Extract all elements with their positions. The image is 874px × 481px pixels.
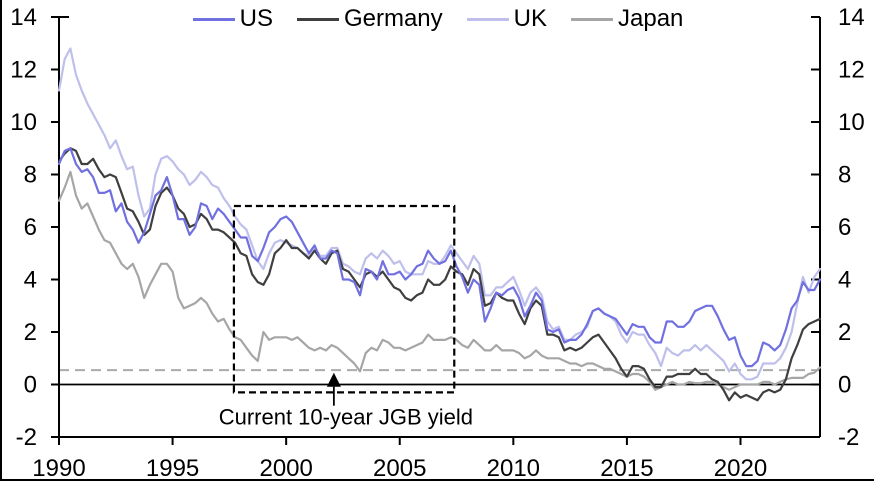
legend-item-us: US <box>192 5 273 32</box>
series-line-japan <box>57 170 822 391</box>
y-tick-label-left: 10 <box>10 109 37 136</box>
y-tick-label-right: 6 <box>838 214 851 241</box>
x-tick-label: 2015 <box>600 455 653 481</box>
y-tick-label-left: 2 <box>24 319 37 346</box>
highlight-box <box>232 204 456 394</box>
series-line-germany <box>57 147 822 402</box>
x-tick-label: 1990 <box>32 455 85 481</box>
legend-label-uk: UK <box>513 5 547 32</box>
y-tick-label-right: 14 <box>838 4 865 31</box>
x-tick-label: 1995 <box>146 455 199 481</box>
legend-label-us: US <box>239 5 273 32</box>
y-tick-label-left: -2 <box>16 424 37 451</box>
x-tick-label: 2010 <box>487 455 540 481</box>
x-tick-label: 2020 <box>714 455 767 481</box>
y-tick-label-left: 14 <box>10 4 37 31</box>
x-tick-label: 2000 <box>259 455 312 481</box>
y-tick-label-right: 0 <box>838 372 851 399</box>
y-tick-label-right: 12 <box>838 57 865 84</box>
legend-item-germany: Germany <box>296 5 443 32</box>
series-line-us <box>57 147 822 368</box>
y-tick-label-right: 10 <box>838 109 865 136</box>
y-tick-label-left: 6 <box>24 214 37 241</box>
annotation-arrowhead <box>326 372 341 387</box>
y-tick-label-right: 4 <box>838 267 851 294</box>
legend-label-germany: Germany <box>343 5 443 32</box>
legend-swatch-japan <box>571 17 613 21</box>
legend-item-japan: Japan <box>571 7 683 31</box>
y-tick-label-right: -2 <box>838 424 859 451</box>
legend-swatch-us <box>192 17 235 21</box>
y-tick-label-right: 2 <box>838 319 851 346</box>
annotation-text: Current 10-year JGB yield <box>219 405 473 430</box>
y-tick-label-left: 0 <box>24 372 37 399</box>
y-tick-label-left: 4 <box>24 267 37 294</box>
y-tick-label-right: 8 <box>838 162 851 189</box>
y-tick-label-left: 8 <box>24 162 37 189</box>
x-tick-label: 2005 <box>373 455 426 481</box>
y-tick-label-left: 12 <box>10 57 37 84</box>
legend-label-japan: Japan <box>618 5 684 32</box>
legend-swatch-uk <box>466 17 509 21</box>
series-line-uk <box>57 47 822 381</box>
chart-legend: US Germany UK Japan <box>2 4 874 34</box>
legend-swatch-germany <box>296 17 339 21</box>
legend-item-uk: UK <box>466 5 547 32</box>
